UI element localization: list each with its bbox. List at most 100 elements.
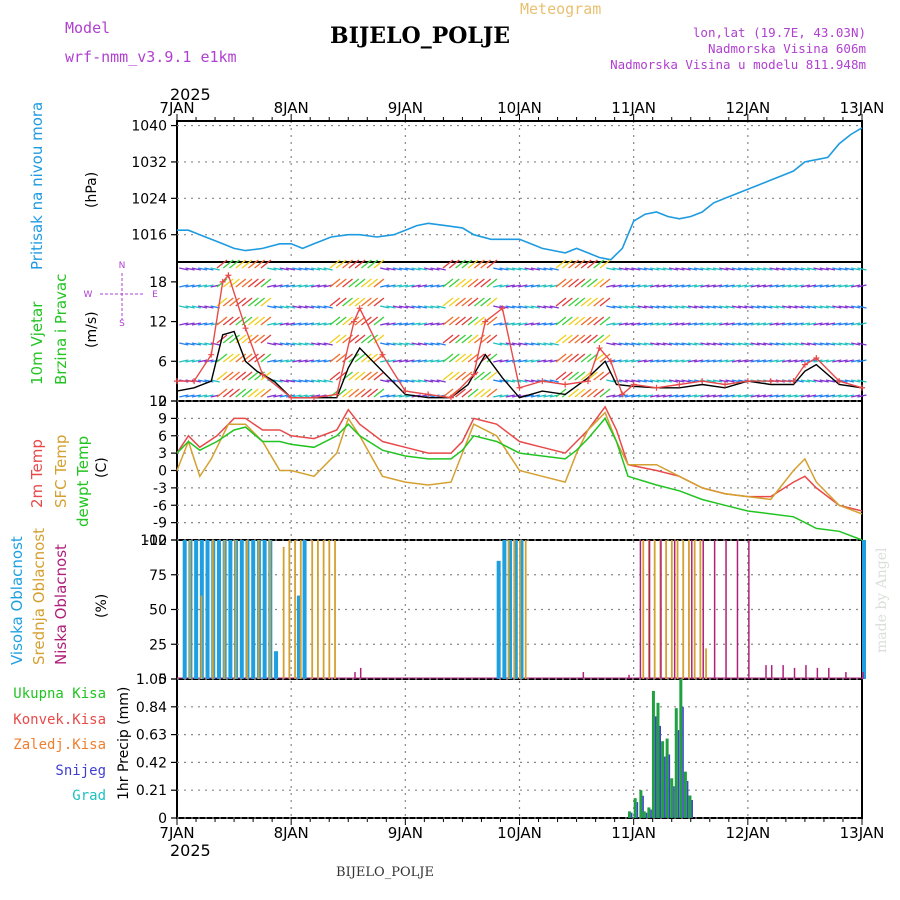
panel-frame-precip [176, 678, 863, 819]
product-title: Meteogram [520, 0, 601, 18]
wind-barb [373, 316, 385, 326]
wind-barb [763, 305, 773, 309]
plot-layers: 7JAN 7JAN 8JAN 8JAN 9JAN 9JAN 10JAN 10JAN 11JAN 1… [8, 99, 884, 842]
wind-barb [354, 334, 366, 344]
wind-barb [398, 305, 409, 309]
wind-barb [524, 267, 534, 271]
wind-barb [461, 388, 473, 398]
wind-barb [216, 259, 228, 269]
wind-barb [624, 322, 635, 326]
station-title: BIJELO_POLJE [330, 23, 510, 49]
wind-barb [832, 359, 842, 363]
wind-barb [624, 359, 635, 363]
y-tick-label: 0.21 [136, 783, 167, 799]
wind-barb [832, 394, 842, 398]
wind-barb [719, 342, 729, 346]
wind-barb [807, 284, 817, 288]
wind-barb [781, 359, 792, 363]
wind-barb [442, 278, 454, 288]
wind-barb [612, 284, 622, 288]
wind-barb [599, 316, 611, 326]
wind-barb [524, 359, 534, 363]
wind-barb [411, 359, 421, 363]
wind-barb [769, 394, 779, 398]
wind-barb [781, 284, 792, 288]
wind-barb [844, 322, 855, 326]
gust-marker [350, 318, 357, 325]
y-tick-label: 100 [140, 533, 167, 549]
cloud-bar [653, 540, 656, 679]
wind-gust-line [177, 273, 863, 399]
y-tick-label: 0.42 [136, 755, 167, 771]
x-tick-label-top: 9JAN [388, 99, 423, 117]
wind-barb [599, 278, 611, 288]
wind-barb [675, 305, 685, 309]
wind-barb [650, 394, 660, 398]
gust-marker [425, 391, 432, 398]
wind-barb [794, 394, 804, 398]
wind-barb [656, 359, 666, 363]
wind-barb [781, 267, 792, 271]
cloud-bar [322, 540, 325, 679]
wind-barb [348, 388, 360, 398]
wind-barb [430, 305, 440, 309]
wind-barb [386, 342, 396, 346]
wind-barb [448, 278, 460, 288]
wind-barb [618, 305, 628, 309]
wind-barb [624, 394, 635, 398]
wind-barb [518, 284, 528, 288]
wind-barb [851, 379, 861, 383]
cloud-bar [189, 540, 191, 679]
cloud-bar [288, 540, 291, 679]
cloud-bar [216, 540, 221, 679]
wind-barb [285, 342, 296, 346]
wind-barb [807, 322, 817, 326]
wind-barb [323, 305, 333, 309]
wind-barb [335, 297, 347, 307]
wind-barb [618, 359, 628, 363]
wind-barb [216, 388, 228, 398]
wind-barb [298, 379, 308, 383]
precip-bar [679, 679, 683, 818]
cloud-bar [269, 540, 271, 679]
cloud-bar [782, 665, 784, 679]
wind-barb [555, 371, 567, 381]
cloud-bar [262, 540, 267, 679]
wind-barb [197, 305, 208, 309]
wind-barb [486, 334, 498, 344]
wind-barbs [179, 259, 867, 398]
wind-barb [656, 305, 666, 309]
wind-barb [838, 322, 848, 326]
precip-snow-bar [636, 802, 639, 818]
wind-barb [775, 394, 785, 398]
wind-barb [267, 322, 277, 326]
cloud-bar [251, 540, 256, 679]
wind-barb [662, 379, 672, 383]
wind-barb [618, 284, 628, 288]
wind-barb [285, 379, 296, 383]
wind-barb [354, 316, 366, 326]
wind-barb [618, 394, 628, 398]
wind-barb [719, 284, 729, 288]
wind-barb [279, 342, 289, 346]
wind-barb [681, 394, 691, 398]
wind-barb [549, 305, 559, 309]
wind-barb [580, 371, 592, 381]
cloud-bar [354, 672, 356, 679]
wind-barb [819, 379, 829, 383]
gust-marker [836, 378, 843, 385]
precip-bar [683, 771, 687, 818]
wind-barb [354, 388, 366, 398]
wind-barb [279, 359, 289, 363]
wind-barb [185, 322, 195, 326]
wind-barb [342, 297, 353, 307]
cloud-bar [299, 540, 302, 679]
wind-barb [750, 305, 760, 309]
wind-barb [819, 267, 829, 271]
wind-barb [794, 342, 804, 346]
wind-barb [825, 305, 836, 309]
wind-barb [725, 305, 735, 309]
wind-barb [185, 305, 195, 309]
wind-barb [448, 259, 460, 269]
wind-barb [769, 359, 779, 363]
